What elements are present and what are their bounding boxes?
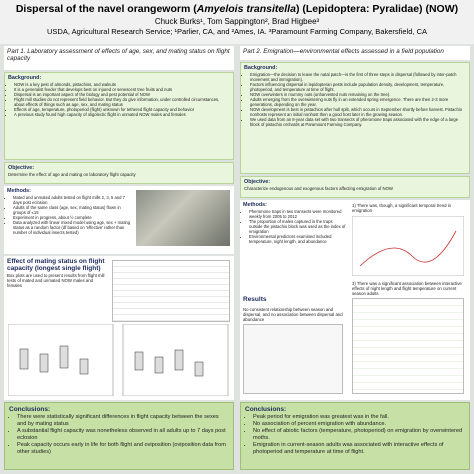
results-box: Effect of mating status on flight capaci… (4, 256, 234, 400)
bullet-list: NOW is a key pest of almonds, pistachios… (8, 82, 230, 117)
methods-box: Methods: Mated and unmated adults tested… (4, 186, 234, 254)
heading: Conclusions: (245, 406, 287, 413)
trend-curve (359, 230, 457, 267)
bullet: Peak capacity occurs early in life for b… (17, 442, 229, 456)
title-part: ) (Lepidoptera: Pyralidae) (NOW) (295, 3, 459, 15)
panel (352, 216, 464, 276)
anova-table (112, 260, 230, 322)
bullet: Mated and unmated adults tested on fligh… (13, 195, 133, 205)
bullet: Pheromone traps in two transects were mo… (249, 209, 347, 219)
bullet: It is a generalist feeder that develops … (14, 87, 230, 92)
objective: Characterize endogenous and exogenous fa… (244, 186, 393, 191)
bullet-list: Mated and unmated adults tested on fligh… (7, 195, 133, 235)
authors: Chuck Burks¹, Tom Sappington², Brad Higb… (154, 17, 320, 26)
result-text: 1) There was, though, a significant temp… (352, 203, 452, 214)
heading: Results (243, 296, 267, 303)
bullet: Dispersal is an important aspect of the … (14, 92, 230, 97)
title-species: Amyelois transitella (196, 3, 296, 15)
bullet: We used data from an 8-year data set wit… (250, 117, 466, 127)
bullet: Peak period for emigration was greatest … (253, 414, 465, 421)
heading: Background: (8, 75, 42, 81)
season-figure (243, 324, 343, 394)
heading: Effect of mating status on flight capaci… (7, 258, 105, 272)
bullet: Flight mill studies do not represent fie… (14, 97, 230, 107)
box-plots (8, 324, 229, 396)
header: Dispersal of the navel orangeworm (Amyel… (0, 0, 474, 44)
conclusions-box: Conclusions: Peak period for emigration … (240, 402, 470, 470)
heading: Background: (244, 65, 278, 71)
bullet: Emigration in current-season adults was … (253, 442, 465, 456)
boxes (19, 345, 204, 377)
conclusions-box: Conclusions: There were statistically si… (4, 402, 234, 470)
objective: Determine the effect of age and mating o… (8, 172, 136, 177)
background-box: Background: NOW is a key pest of almonds… (4, 72, 234, 160)
bullet-list: Emigration—the decision to leave the nat… (244, 72, 466, 127)
note: Box plots are used to present results fr… (7, 273, 105, 289)
scatter-figure (352, 216, 464, 276)
bullet: The proportion of males captured in the … (249, 219, 347, 234)
bullet: NOW is a key pest of almonds, pistachios… (14, 82, 230, 87)
bullet: Data analyzed with linear mixed model us… (13, 220, 133, 235)
bullet: No effect of abiotic factors (temperatur… (253, 428, 465, 442)
bullet: No association of percent emigration wit… (253, 421, 465, 428)
part-heading: Part 2. Emigration—environmental effects… (240, 46, 470, 60)
bullet: NOW development is best in pistachios af… (250, 107, 466, 117)
part-heading: Part 1. Laboratory assessment of effects… (4, 46, 234, 70)
bullet: Adults of the same class (age, sex, mati… (13, 205, 133, 215)
model-figure (352, 298, 464, 394)
bullet: Experiment in progress, about ½ complete (13, 215, 133, 220)
flight-mill-photo (136, 190, 230, 246)
bullet: NOW overwinters in mummy nuts (unharvest… (250, 92, 466, 97)
objective-box: Objective: Determine the effect of age a… (4, 162, 234, 184)
bullet: A previous study found high capacity of … (14, 112, 230, 117)
bullet: Factors influencing dispersal in lepidop… (250, 82, 466, 92)
result-text: 3) There was a significant association b… (352, 281, 462, 297)
objective-box: Objective: Characterize endogenous and e… (240, 176, 470, 198)
affiliations: USDA, Agricultural Research Service; ¹Pa… (47, 27, 427, 36)
bullet: Effects of age, temperature, photoperiod… (14, 107, 230, 112)
heading: Methods: (7, 188, 31, 194)
bullet: Environmental predictors examined includ… (249, 234, 347, 244)
background-box: Background: Emigration—the decision to l… (240, 62, 470, 174)
bullet-list: Pheromone traps in two transects were mo… (243, 209, 347, 244)
methods-results-box: Methods: Pheromone traps in two transect… (240, 200, 470, 400)
heading: Methods: (243, 202, 267, 208)
bullet: Adults emerging from the overwintering n… (250, 97, 466, 107)
bullet-list: There were statistically significant dif… (9, 414, 229, 456)
heading: Conclusions: (9, 406, 51, 413)
result-text: No consistent relationship between seaso… (243, 307, 343, 323)
bullet: Emigration—the decision to leave the nat… (250, 72, 466, 82)
bullet-list: Peak period for emigration was greatest … (245, 414, 465, 456)
bullet: There were statistically significant dif… (17, 414, 229, 428)
title: Dispersal of the navel orangeworm (Amyel… (0, 3, 474, 15)
bullet: A substantial flight capacity was noneth… (17, 428, 229, 442)
title-part: Dispersal of the navel orangeworm ( (15, 3, 197, 15)
heading: Objective: (244, 179, 271, 185)
heading: Objective: (8, 165, 35, 171)
